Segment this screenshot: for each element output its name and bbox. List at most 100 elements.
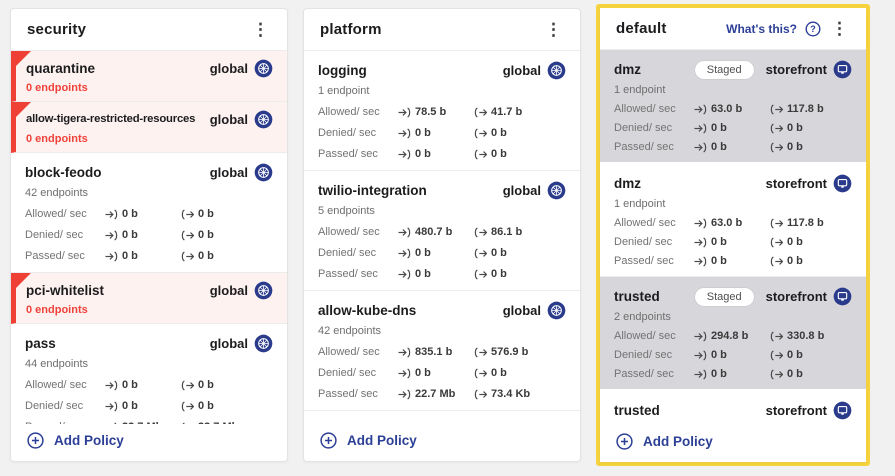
egress-arrow-icon bbox=[181, 230, 194, 241]
kebab-menu-icon[interactable]: ⋮ bbox=[252, 20, 269, 39]
policy-name: dmz bbox=[614, 176, 641, 191]
traffic-stat-row: Allowed/ sec 63.0 b 117.8 b bbox=[614, 103, 852, 116]
ingress-arrow-icon bbox=[694, 237, 707, 248]
policy-card-title-row: dmz Staged storefront bbox=[614, 60, 852, 79]
policy-name: block-feodo bbox=[25, 165, 102, 180]
kebab-menu-icon[interactable]: ⋮ bbox=[545, 20, 562, 39]
ingress-stat: 480.7 b bbox=[398, 226, 474, 239]
policy-card-title-row: pci-whitelist global bbox=[26, 281, 273, 300]
egress-value: 22.7 Mb bbox=[198, 421, 238, 424]
stat-label: Denied/ sec bbox=[318, 367, 377, 379]
egress-stat: 117.8 b bbox=[770, 103, 852, 116]
staged-badge: Staged bbox=[694, 287, 754, 306]
stat-label: Denied/ sec bbox=[614, 122, 673, 134]
traffic-stat-row: Allowed/ sec 0 b 0 b bbox=[25, 379, 273, 392]
policy-card[interactable]: logging global 1 endpoint Allowed/ sec 78.5 … bbox=[304, 51, 580, 171]
egress-arrow-icon bbox=[770, 142, 783, 153]
add-policy-label: Add Policy bbox=[643, 434, 713, 449]
egress-stat: 86.1 b bbox=[474, 226, 566, 239]
policy-card[interactable]: allow-tigera-restricted-resources global 0… bbox=[11, 102, 287, 153]
policy-card-list: dmz Staged storefront 1 endpoint Allowed/ se… bbox=[600, 50, 866, 425]
traffic-stat-row: Allowed/ sec 0 b 0 b bbox=[25, 208, 273, 221]
add-policy-button[interactable]: Add Policy bbox=[600, 425, 866, 462]
egress-stat: 0 b bbox=[770, 141, 852, 154]
ingress-arrow-icon bbox=[694, 123, 707, 134]
global-scope-icon bbox=[547, 301, 566, 320]
endpoint-count: 0 endpoints bbox=[26, 304, 88, 316]
ingress-arrow-icon bbox=[694, 331, 707, 342]
egress-arrow-icon bbox=[770, 331, 783, 342]
traffic-stat-row: Passed/ sec 0 b 0 b bbox=[318, 148, 566, 161]
policy-card[interactable]: trusted storefront bbox=[600, 391, 866, 425]
plus-circle-icon bbox=[320, 432, 337, 449]
traffic-stat-row: Allowed/ sec 63.0 b 117.8 b bbox=[614, 217, 852, 230]
whats-this-link[interactable]: What's this? bbox=[726, 21, 797, 36]
ingress-stat: 294.8 b bbox=[694, 330, 770, 343]
traffic-stat-row: Denied/ sec 0 b 0 b bbox=[614, 236, 852, 249]
endpoint-count: 5 endpoints bbox=[318, 205, 375, 217]
traffic-stat-row: Denied/ sec 0 b 0 b bbox=[614, 349, 852, 362]
add-policy-button[interactable]: Add Policy bbox=[304, 424, 580, 461]
policy-card[interactable]: pass global 44 endpoints Allowed/ sec 0 b 0 b… bbox=[11, 324, 287, 424]
egress-value: 0 b bbox=[491, 367, 507, 379]
policy-card-title-row: dmz storefront bbox=[614, 174, 852, 193]
traffic-stat-row: Denied/ sec 0 b 0 b bbox=[318, 247, 566, 260]
ingress-value: 480.7 b bbox=[415, 226, 453, 238]
policy-card[interactable]: dmz Staged storefront 1 endpoint Allowed/ se… bbox=[600, 50, 866, 164]
traffic-stat-row: Passed/ sec 0 b 0 b bbox=[614, 368, 852, 381]
ingress-arrow-icon bbox=[694, 350, 707, 361]
egress-arrow-icon bbox=[770, 369, 783, 380]
egress-value: 86.1 b bbox=[491, 226, 523, 238]
policy-card[interactable]: quarantine global 0 endpoints bbox=[11, 51, 287, 102]
traffic-stat-row: Passed/ sec 0 b 0 b bbox=[318, 268, 566, 281]
egress-stat: 0 b bbox=[474, 148, 566, 161]
endpoint-count: 44 endpoints bbox=[25, 358, 88, 370]
egress-stat: 22.7 Mb bbox=[181, 421, 273, 424]
endpoint-count: 2 endpoints bbox=[614, 311, 671, 323]
plus-circle-icon bbox=[616, 433, 633, 450]
add-policy-button[interactable]: Add Policy bbox=[11, 424, 287, 461]
kebab-menu-icon[interactable]: ⋮ bbox=[831, 19, 848, 38]
ingress-arrow-icon bbox=[694, 218, 707, 229]
ingress-arrow-icon bbox=[398, 227, 411, 238]
policy-card[interactable]: allow-kube-dns global 42 endpoints Allowed/… bbox=[304, 291, 580, 411]
help-icon[interactable]: ? bbox=[805, 20, 821, 37]
ingress-arrow-icon bbox=[694, 142, 707, 153]
policy-card-title-row: block-feodo global bbox=[25, 163, 273, 182]
ingress-stat: 78.5 b bbox=[398, 106, 474, 119]
policy-name: trusted bbox=[614, 289, 660, 304]
ingress-value: 0 b bbox=[711, 236, 727, 248]
egress-arrow-icon bbox=[474, 149, 487, 160]
traffic-stat-row: Passed/ sec 0 b 0 b bbox=[25, 250, 273, 263]
egress-arrow-icon bbox=[770, 104, 783, 115]
policy-card[interactable]: twilio-integration global 5 endpoints Allow… bbox=[304, 171, 580, 291]
ingress-arrow-icon bbox=[694, 104, 707, 115]
policy-card[interactable]: dmz storefront 1 endpoint Allowed/ sec 63.0 … bbox=[600, 164, 866, 277]
ingress-value: 0 b bbox=[711, 255, 727, 267]
stat-label: Passed/ sec bbox=[614, 368, 674, 380]
stat-label: Allowed/ sec bbox=[614, 103, 676, 115]
storefront-namespace-icon bbox=[833, 401, 852, 420]
add-policy-label: Add Policy bbox=[54, 433, 124, 448]
policy-name: quarantine bbox=[26, 61, 96, 76]
global-scope-icon bbox=[254, 281, 273, 300]
egress-stat: 0 b bbox=[770, 368, 852, 381]
ingress-stat: 0 b bbox=[694, 122, 770, 135]
ingress-value: 78.5 b bbox=[415, 106, 447, 118]
ingress-value: 0 b bbox=[711, 122, 727, 134]
stat-label: Denied/ sec bbox=[614, 349, 673, 361]
policy-card-title-row: allow-tigera-restricted-resources global bbox=[26, 110, 273, 129]
egress-value: 73.4 Kb bbox=[491, 388, 531, 400]
global-scope-icon bbox=[254, 110, 273, 129]
ingress-arrow-icon bbox=[398, 389, 411, 400]
egress-arrow-icon bbox=[770, 350, 783, 361]
ingress-value: 0 b bbox=[415, 127, 431, 139]
policy-card[interactable]: block-feodo global 42 endpoints Allowed/ se… bbox=[11, 153, 287, 273]
scope-label: storefront bbox=[765, 289, 827, 304]
policy-card[interactable]: pci-whitelist global 0 endpoints bbox=[11, 273, 287, 324]
ingress-value: 0 b bbox=[711, 141, 727, 153]
policy-card[interactable]: trusted Staged storefront 2 endpoints Allowe… bbox=[600, 277, 866, 391]
ingress-stat: 0 b bbox=[694, 141, 770, 154]
traffic-stat-row: Allowed/ sec 294.8 b 330.8 b bbox=[614, 330, 852, 343]
stat-label: Passed/ sec bbox=[25, 250, 85, 262]
